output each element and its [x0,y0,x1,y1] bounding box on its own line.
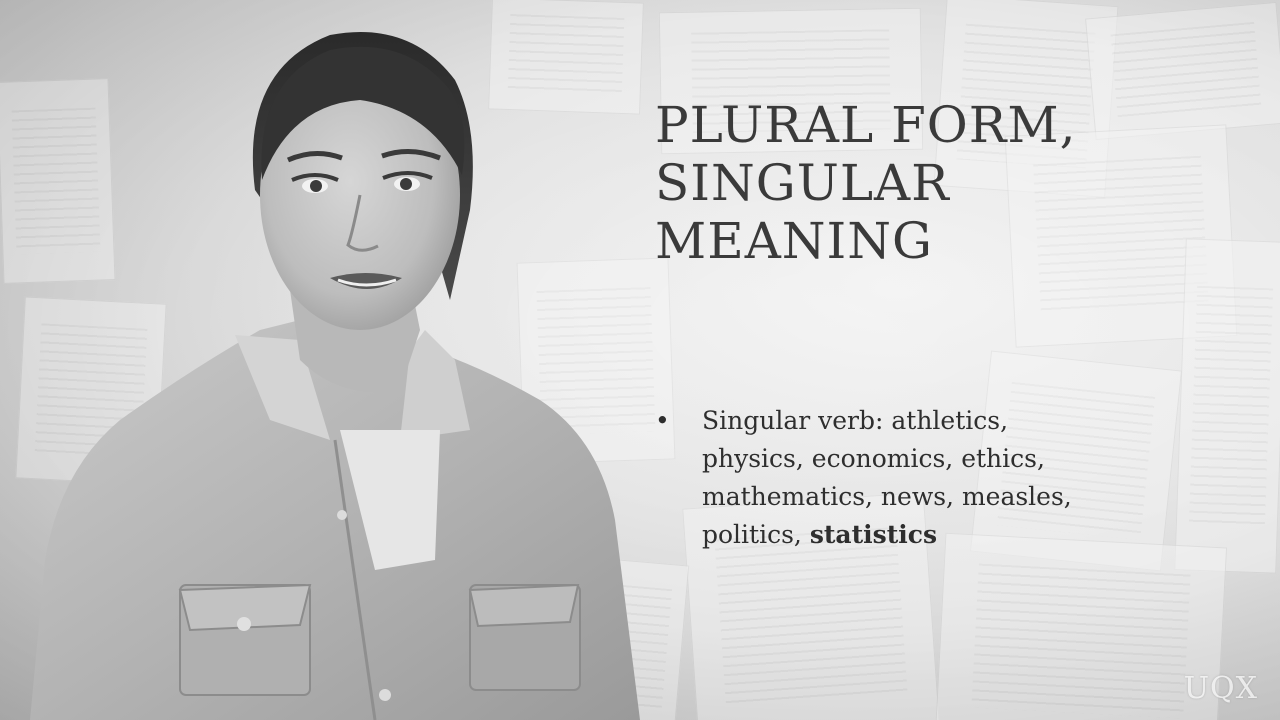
slide-title: PLURAL FORM, SINGULAR MEANING [655,96,1215,270]
slide-title-line: PLURAL FORM, [655,96,1077,154]
bullet-line: Singular verb: athletics, [702,406,1009,435]
bullet-list: • Singular verb: athletics, physics, eco… [655,402,1125,554]
bullet-marker: • [655,406,670,435]
presenter-figure [30,32,640,720]
slide-title-line: MEANING [655,212,933,270]
bullet-line: physics, economics, ethics, [702,444,1045,473]
bullet-text: politics, [702,520,810,549]
bullet-emphasis: statistics [809,520,938,549]
bullet-line-last: politics, statistics [702,516,1125,554]
uqx-watermark-logo: UQX [1183,671,1258,706]
slide-title-line: SINGULAR [655,154,950,212]
bullet-line: mathematics, news, measles, [702,482,1072,511]
bullet-item: • Singular verb: athletics, physics, eco… [655,402,1125,554]
